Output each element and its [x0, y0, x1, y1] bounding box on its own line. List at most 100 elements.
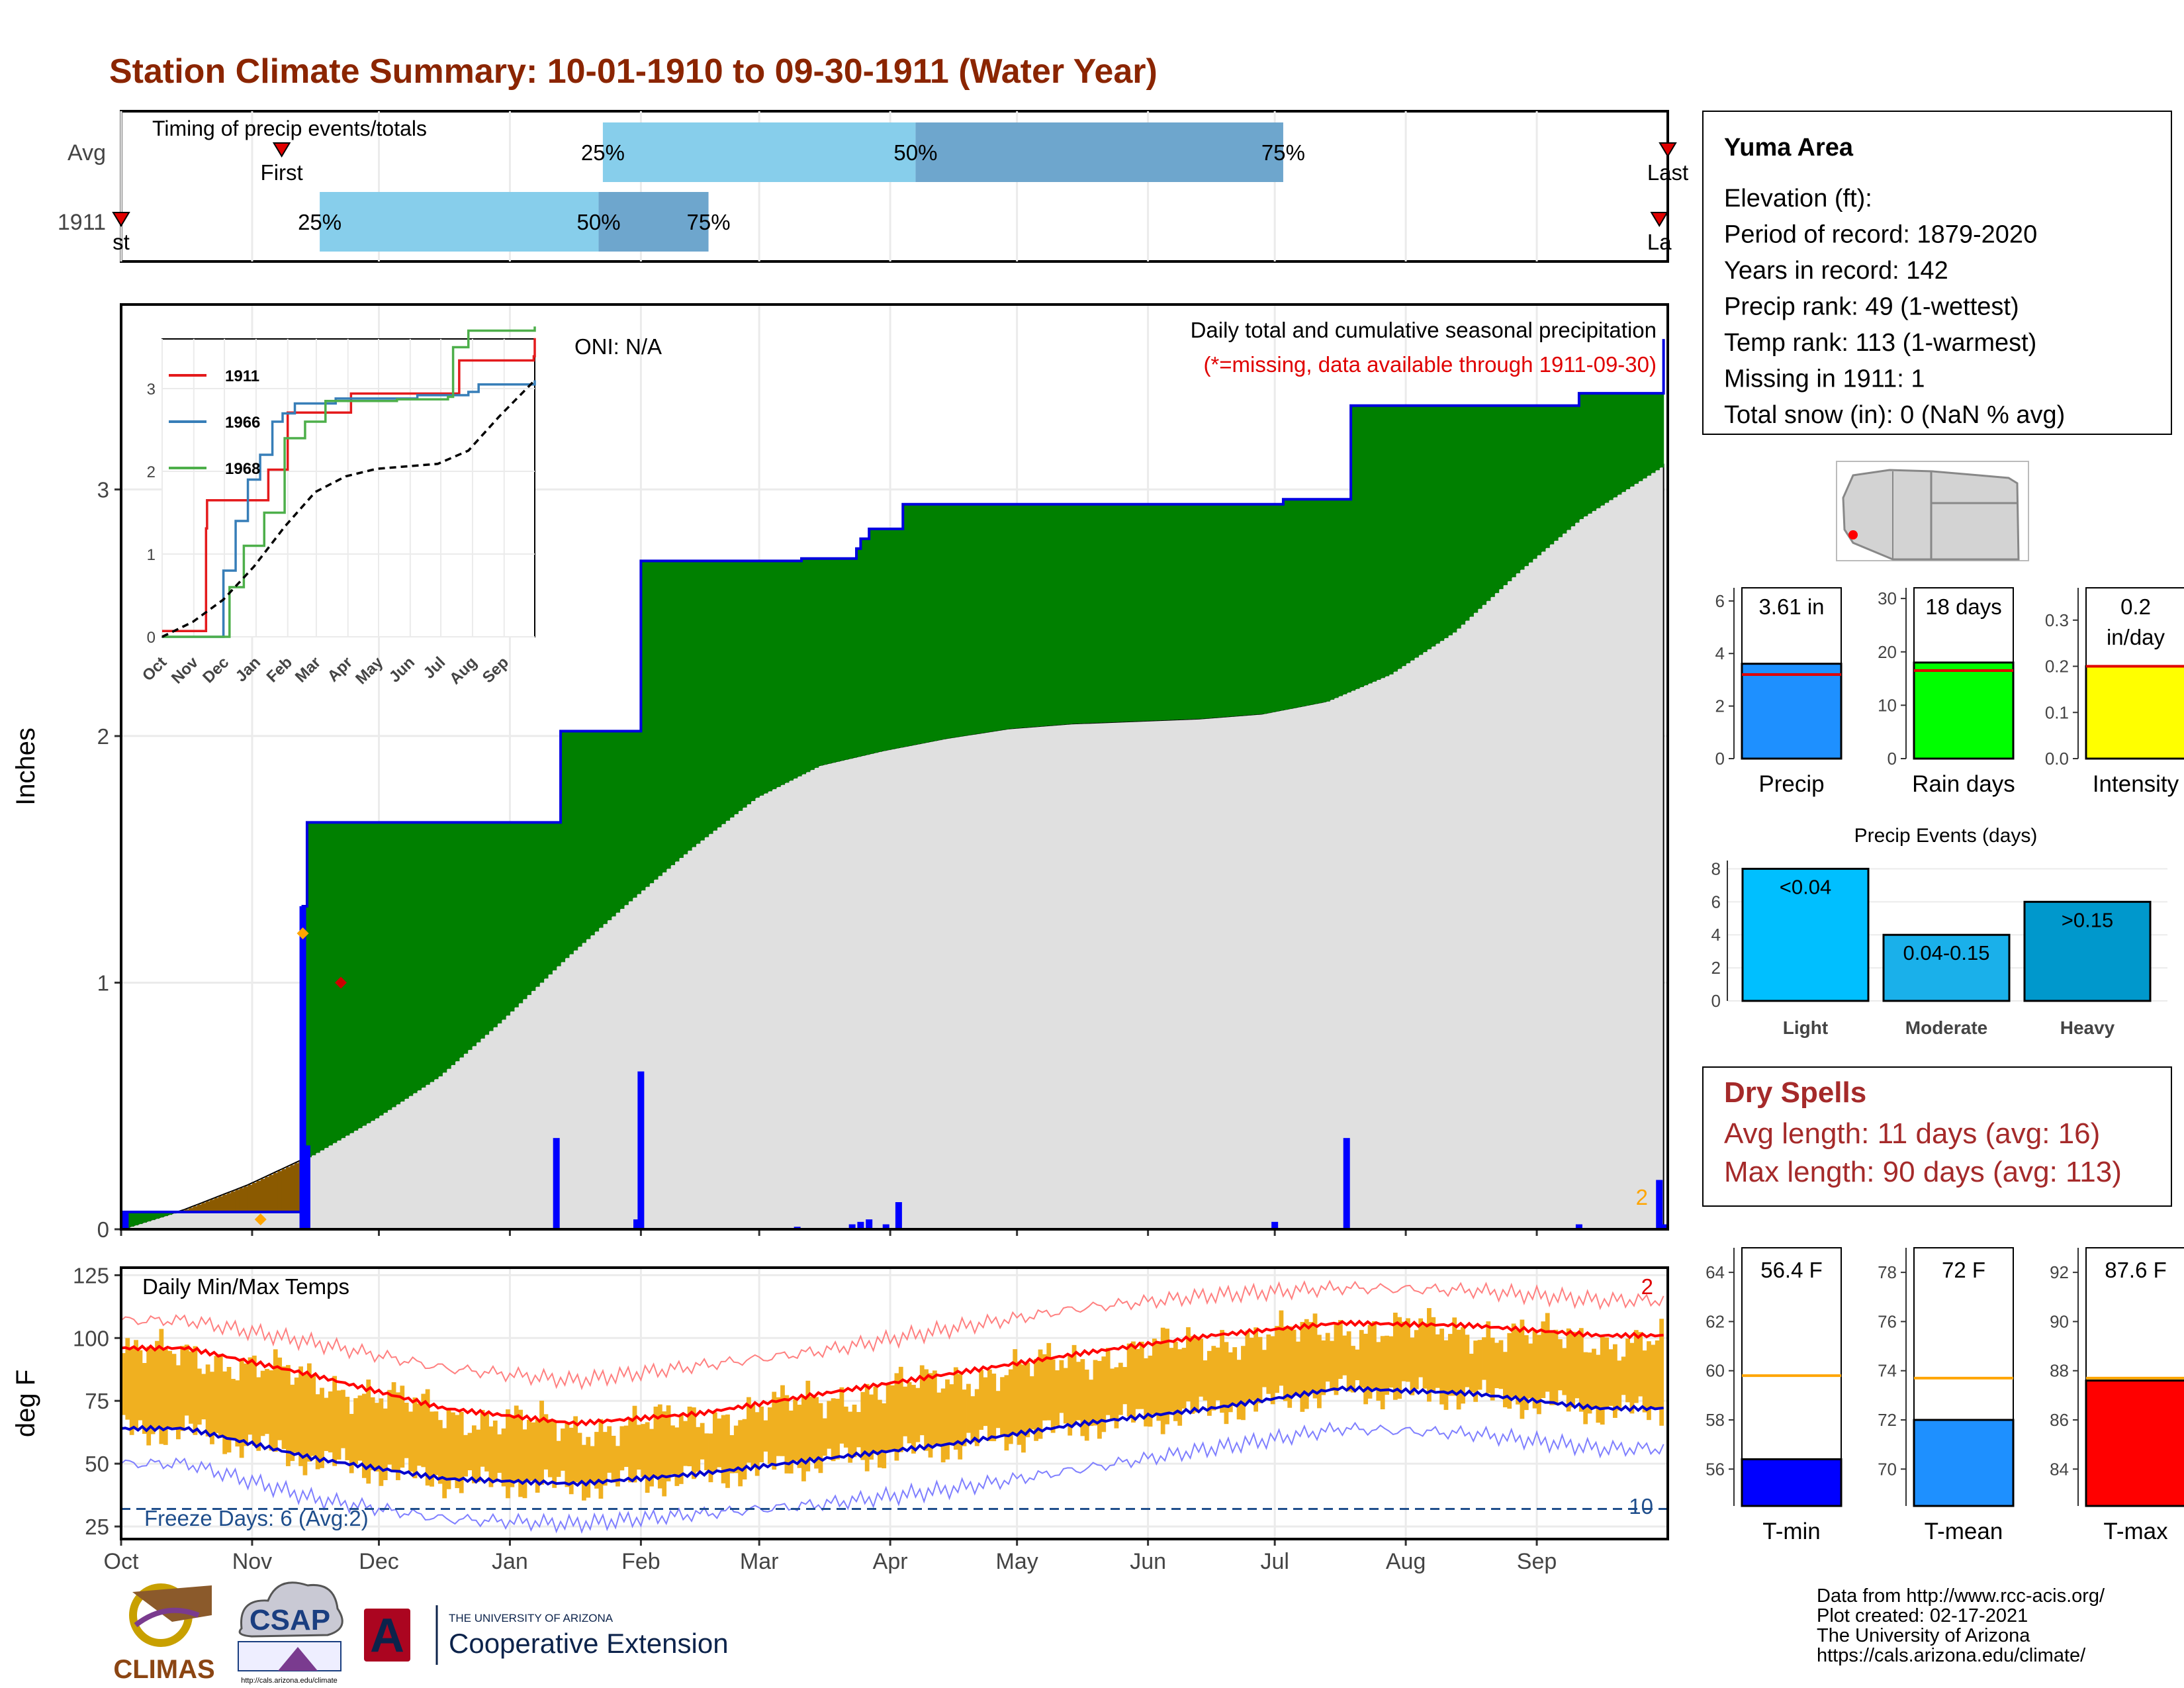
- mini-temp-t-max: 84 86 88 90 92 87.6 F T-max: [2050, 1247, 2184, 1544]
- cumulative-diff-fill: [1160, 504, 1165, 721]
- daily-temp-bar: [1262, 1350, 1267, 1387]
- timing-1911-bar-25-50: [320, 192, 599, 252]
- cumulative-diff-fill: [286, 1167, 291, 1212]
- cumulative-diff-fill: [763, 561, 768, 794]
- daily-temp-bar: [1494, 1342, 1499, 1389]
- cumulative-diff-fill: [349, 822, 354, 1133]
- cumulative-diff-fill: [615, 731, 621, 913]
- cumulative-diff-fill: [1553, 405, 1559, 541]
- cumulative-diff-fill: [822, 558, 827, 765]
- mini-temp-tick-label: 76: [1878, 1311, 1897, 1331]
- daily-temp-bar: [615, 1446, 620, 1487]
- events-bar-label: 0.04-0.15: [1903, 941, 1990, 964]
- cumulative-diff-fill: [637, 731, 641, 894]
- daily-temp-bar: [433, 1411, 439, 1476]
- timing-avg-first-marker: [272, 142, 291, 158]
- cumulative-diff-fill: [375, 822, 380, 1119]
- daily-temp-bar: [962, 1389, 967, 1446]
- events-bar-label: >0.15: [2062, 908, 2113, 931]
- daily-temp-bar: [1013, 1349, 1018, 1434]
- daily-temp-bar: [379, 1398, 384, 1486]
- cumulative-diff-fill: [1351, 405, 1356, 691]
- mini-temp-name: T-max: [2103, 1519, 2168, 1544]
- daily-temp-bar: [632, 1405, 637, 1483]
- daily-temp-bar: [692, 1407, 696, 1479]
- daily-temp-bar: [535, 1419, 540, 1493]
- daily-temp-bar: [260, 1370, 265, 1436]
- cumulative-diff-fill: [1633, 393, 1639, 484]
- daily-temp-bar: [244, 1363, 248, 1446]
- cumulative-diff-fill: [1659, 393, 1664, 468]
- timing-avg-p25-label: 25%: [581, 140, 625, 165]
- inset-ytick-label: 3: [147, 381, 156, 399]
- cumulative-diff-fill: [531, 822, 536, 991]
- climas-wordmark: CLIMAS: [113, 1655, 214, 1684]
- cumulative-diff-fill: [396, 822, 401, 1105]
- events-bar: [2023, 900, 2152, 1002]
- daily-temp-bar: [1025, 1362, 1030, 1438]
- daily-temp-bar: [886, 1383, 891, 1451]
- mini-temp-tick-label: 78: [1878, 1262, 1897, 1282]
- daily-temp-bar: [1004, 1375, 1009, 1451]
- timing-label: Timing of precip events/totals: [152, 117, 427, 140]
- timing-avg-last-marker: [1659, 142, 1677, 158]
- mini-bar-name: Intensity: [2093, 771, 2179, 797]
- daily-temp-bar: [210, 1372, 214, 1444]
- daily-temp-bar: [1068, 1354, 1073, 1436]
- temp-month-label: Jun: [1130, 1549, 1166, 1574]
- temp-ytick-label: 125: [73, 1263, 109, 1288]
- daily-temp-bar: [602, 1432, 608, 1486]
- daily-temp-bar: [767, 1407, 772, 1464]
- daily-temp-bar: [940, 1388, 946, 1463]
- daily-temp-bar: [805, 1380, 811, 1472]
- daily-temp-bar: [1422, 1323, 1428, 1389]
- temp-max-missing: 2: [1641, 1274, 1653, 1299]
- mini-temp-name: T-min: [1762, 1519, 1821, 1544]
- cumulative-diff-fill: [1055, 504, 1060, 726]
- cumulative-diff-fill: [759, 561, 764, 796]
- cumulative-diff-fill: [712, 561, 717, 831]
- mini-temp-tick-label: 72: [1878, 1410, 1897, 1430]
- cumulative-diff-fill: [1105, 504, 1111, 723]
- cumulative-diff-fill: [1338, 499, 1343, 696]
- precip-ytick-label: 0: [97, 1217, 109, 1242]
- cumulative-diff-fill: [281, 1169, 287, 1212]
- daily-temp-bar: [1190, 1336, 1195, 1414]
- cumulative-diff-fill: [1283, 499, 1288, 710]
- cumulative-diff-fill: [1317, 499, 1322, 704]
- cumulative-diff-fill: [995, 504, 1001, 731]
- temp-ytick-label: 50: [85, 1452, 109, 1476]
- daily-temp-bar: [437, 1420, 443, 1484]
- temp-month-label: Oct: [104, 1549, 139, 1574]
- daily-temp-bar: [341, 1389, 345, 1448]
- events-bar-label: <0.04: [1780, 875, 1831, 898]
- daily-temp-bar: [391, 1382, 396, 1471]
- daily-temp-bar: [1553, 1329, 1559, 1405]
- mini-temp-t-mean: 70 72 74 76 78 72 F T-mean: [1878, 1247, 2015, 1544]
- daily-temp-bar: [924, 1369, 929, 1451]
- cumulative-diff-fill: [471, 822, 477, 1047]
- cumulative-diff-fill: [1321, 499, 1326, 703]
- inset-ytick-label: 1: [147, 546, 156, 564]
- info-line: Precip rank: 49 (1-wettest): [1724, 293, 2019, 321]
- mini-precip-intensity: 0.0 0.1 0.2 0.3 0.2 in/day Intensity: [2045, 587, 2184, 797]
- cumulative-diff-fill: [890, 529, 895, 749]
- daily-temp-bar: [991, 1374, 997, 1442]
- daily-temp-bar: [561, 1428, 565, 1471]
- cumulative-diff-fill: [940, 504, 946, 739]
- precip-events-panel: Precip Events (days) 0 2 4 6 8 <0.04 Light 0.04…: [1711, 825, 2167, 1038]
- daily-temp-bar: [1498, 1340, 1504, 1389]
- cumulative-diff-fill: [294, 1163, 299, 1212]
- cumulative-diff-fill: [366, 822, 371, 1123]
- daily-temp-bar: [366, 1380, 371, 1484]
- cumulative-diff-fill: [138, 1211, 143, 1225]
- daily-temp-bar: [869, 1394, 874, 1460]
- daily-temp-bar: [1211, 1346, 1216, 1411]
- daily-precip-bar: [1575, 1224, 1582, 1229]
- daily-temp-bar: [653, 1406, 659, 1477]
- cumulative-diff-fill: [725, 561, 731, 821]
- mini-temp-tick-label: 64: [1706, 1262, 1725, 1282]
- cumulative-diff-fill: [1596, 393, 1601, 508]
- cumulative-diff-fill: [361, 822, 367, 1126]
- mini-temp-tick-label: 86: [2050, 1410, 2069, 1430]
